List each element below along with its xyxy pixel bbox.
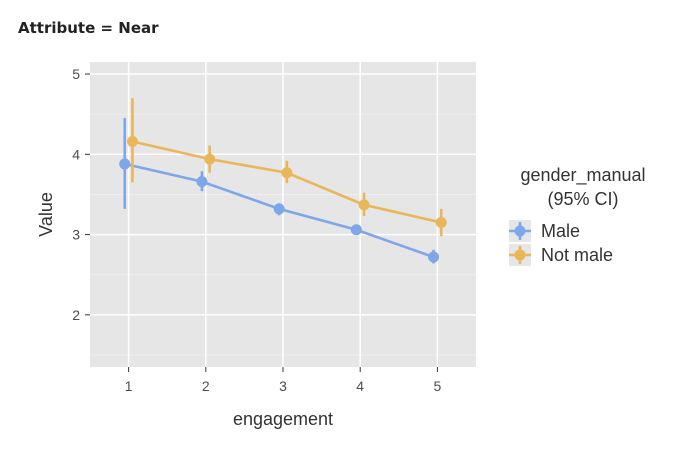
x-tick-label: 1 xyxy=(125,378,133,394)
axes: 2 3 4 5 1 2 3 4 5 engagement Value xyxy=(36,66,442,429)
data-point xyxy=(428,251,440,263)
x-tick-label: 5 xyxy=(434,378,442,394)
x-tick-label: 2 xyxy=(202,378,210,394)
legend-label: Male xyxy=(541,221,580,241)
legend-key-point xyxy=(514,249,526,261)
data-point xyxy=(435,217,447,229)
y-tick-label: 2 xyxy=(72,307,80,323)
series-not-male xyxy=(126,98,447,237)
series-layer xyxy=(119,98,447,264)
y-tick-label: 4 xyxy=(72,146,80,162)
data-point xyxy=(119,158,131,170)
legend-subtitle: (95% CI) xyxy=(547,189,618,209)
data-point xyxy=(350,224,362,236)
data-point xyxy=(204,153,216,165)
legend-label: Not male xyxy=(541,245,613,265)
data-point xyxy=(281,167,293,179)
legend-key-point xyxy=(514,225,526,237)
data-point xyxy=(126,135,138,147)
grid-lines xyxy=(90,62,476,367)
x-tick-label: 3 xyxy=(279,378,287,394)
legend-title: gender_manual xyxy=(520,165,645,186)
y-tick-label: 5 xyxy=(72,66,80,82)
data-point xyxy=(358,199,370,211)
data-point xyxy=(273,203,285,215)
y-axis-title: Value xyxy=(36,192,56,237)
data-point xyxy=(196,176,208,188)
legend: gender_manual (95% CI) Male Not male xyxy=(509,165,646,266)
x-tick-label: 4 xyxy=(356,378,364,394)
y-tick-label: 3 xyxy=(72,227,80,243)
facet-title: Attribute = Near xyxy=(18,19,159,37)
x-axis-title: engagement xyxy=(233,409,333,429)
series-male xyxy=(119,118,440,264)
